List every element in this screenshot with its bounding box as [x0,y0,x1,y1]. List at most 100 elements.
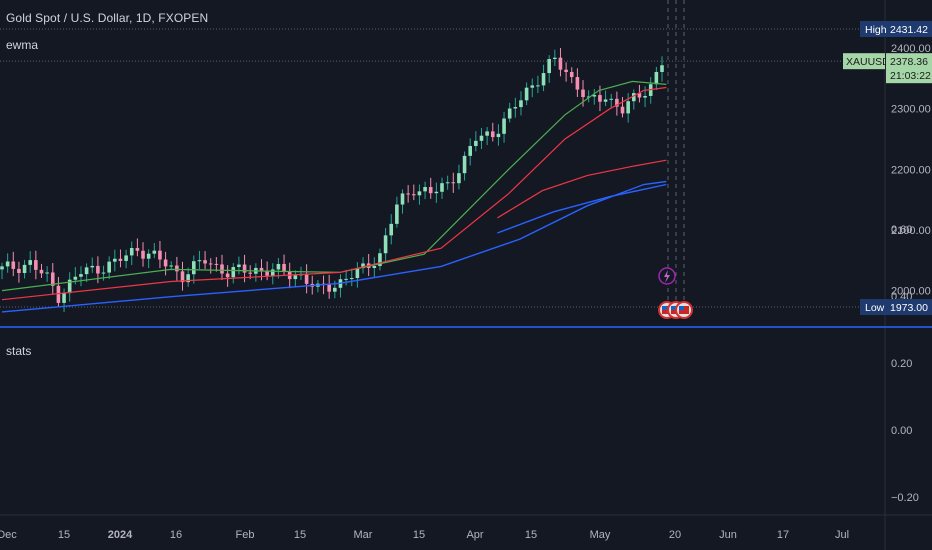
time-tick-label-11: May [590,529,611,541]
candle-body [124,255,128,261]
price-tick-label-5: 2400.00 [891,43,931,55]
candle-body [344,278,348,280]
candle-body [513,107,518,109]
low-value-text: 1973.00 [890,302,928,314]
candle-body [361,263,365,269]
candle-body [158,250,162,260]
candle-body [62,293,66,303]
us-flag-canton-icon-1 [662,306,667,310]
candle-body [564,69,568,72]
candle-body [609,98,614,100]
candle-body [237,264,241,268]
price-tick-label-3: 2200.00 [891,164,931,176]
candle-body [637,93,642,98]
candle-body [107,261,111,273]
candle-body [28,260,33,265]
time-tick-label-10: 15 [525,529,537,541]
symbol-label-box [843,53,885,70]
chart-title: Gold Spot / U.S. Dollar, 1D, FXOPEN [6,11,209,25]
candle-body [90,265,95,268]
candle-body [502,118,506,134]
candle-body [507,108,512,119]
time-tick-label-7: Mar [354,529,373,541]
candle-body [598,95,602,102]
candle-body [73,276,78,280]
candle-body [417,191,422,196]
candle-body [581,89,585,98]
candle-body [536,85,540,87]
candle-body [304,273,309,284]
candle-body [56,285,61,303]
candle-body [214,263,219,265]
candle-body [101,272,106,274]
candle-body [270,269,275,276]
ewma-slow-line [1,180,667,313]
us-flag-canton-icon-2 [671,306,676,310]
indicator-label-stats[interactable]: stats [6,344,32,358]
candle-body [496,133,501,138]
price-tick-label-4: 2300.00 [891,104,931,116]
symbol-label-text: XAUUSD [846,56,890,68]
candle-body [180,271,185,283]
candle-body [129,248,134,256]
stats-tick-label-1: 0.60 [891,224,912,236]
candle-body [474,140,478,147]
high-value-box [886,21,932,37]
candle-body [457,173,461,184]
candle-body [355,268,360,279]
candle-body [276,263,281,270]
candle-body [530,85,535,88]
candle-body [293,275,298,280]
candle-body [197,260,202,262]
candle-body [620,106,625,114]
candle-body [372,265,377,268]
indicator-label-ewma[interactable]: ewma [6,38,39,52]
low-label-box [860,299,886,315]
candle-body [626,101,630,114]
time-tick-label-6: 15 [294,529,306,541]
candle-body [490,131,495,138]
candle-body [113,258,117,262]
candle-body [248,272,253,274]
time-tick-label-15: Jul [835,529,849,541]
candle-body [485,131,489,136]
candle-body [400,193,405,205]
price-tick-label-1: 2000.00 [891,286,931,298]
candle-body [440,183,444,192]
candle-body [135,248,140,251]
candle-body [79,274,83,277]
candle-body [191,261,196,275]
ewma-mid-extension [497,159,667,219]
candle-body [259,267,264,271]
stats-tick-label-5: −0.20 [891,492,919,504]
candle-body [282,263,286,272]
candle-body [146,253,151,259]
us-flag-canton-icon-3 [679,306,684,310]
candle-body [231,267,236,278]
countdown-text: 21:03:22 [890,70,931,82]
candle-body [5,261,10,267]
candle-body [34,260,38,270]
ewma-fast-line [1,80,667,292]
stats-tick-label-4: 0.00 [891,425,912,437]
time-tick-label-13: Jun [719,529,737,541]
candle-body [558,57,563,70]
candle-body [519,100,523,108]
stats-tick-label-3: 0.20 [891,358,912,370]
candle-body [586,96,591,98]
candle-body [22,264,27,273]
candle-body [141,250,145,259]
last-price-box [886,53,932,84]
candle-body [592,95,597,97]
candle-body [0,266,4,270]
candle-body [50,272,55,286]
time-tick-label-9: Apr [466,529,483,541]
candle-body [169,265,174,267]
candle-body [615,98,619,107]
time-tick-label-12: 20 [669,529,681,541]
candle-body [423,187,427,192]
candle-body [327,284,331,292]
candle-body [67,279,72,294]
candle-body [603,99,608,102]
